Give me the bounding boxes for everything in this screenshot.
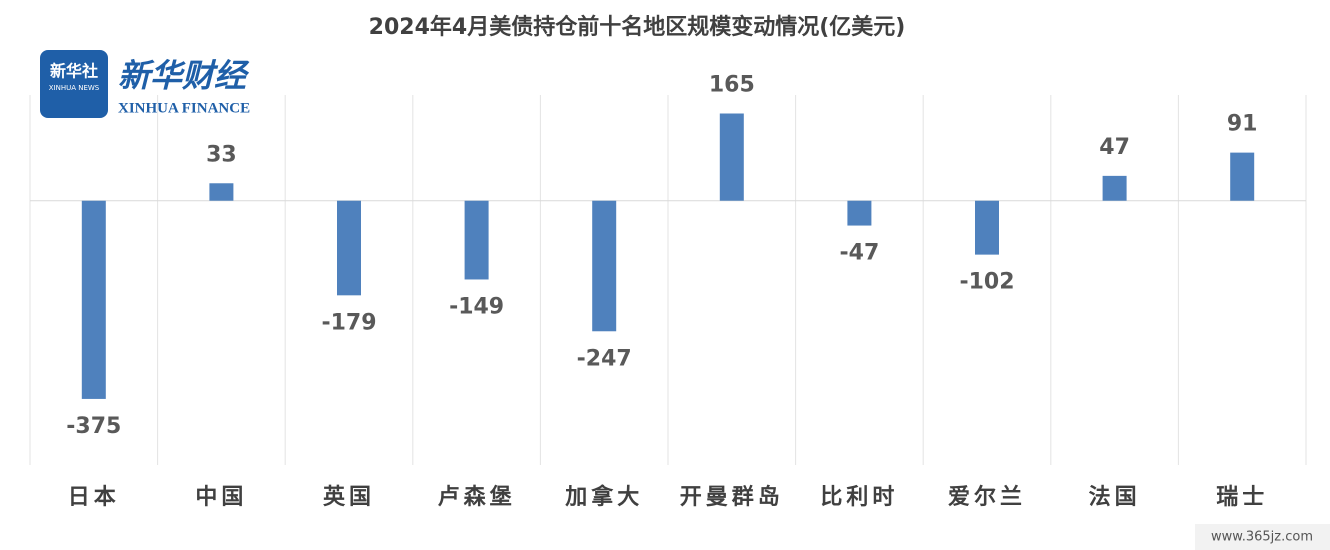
bar xyxy=(81,200,106,399)
data-label: -179 xyxy=(321,310,376,335)
logo-badge xyxy=(40,50,108,118)
logo-badge-sub: XINHUA NEWS xyxy=(49,84,100,92)
x-tick-label: 加拿大 xyxy=(564,484,643,510)
data-label: -47 xyxy=(840,241,880,266)
data-label: -149 xyxy=(449,294,504,319)
x-tick-label: 法国 xyxy=(1089,485,1141,510)
data-label: -102 xyxy=(959,270,1014,295)
x-tick-label: 英国 xyxy=(323,485,375,510)
bar xyxy=(975,200,999,255)
bar xyxy=(719,113,744,201)
x-tick-label: 日本 xyxy=(68,485,120,510)
data-label: -375 xyxy=(66,414,121,439)
bar xyxy=(464,200,489,280)
data-label: 165 xyxy=(709,73,755,98)
x-tick-label: 爱尔兰 xyxy=(948,484,1026,510)
bar xyxy=(1102,175,1127,201)
data-label: 33 xyxy=(206,142,237,167)
data-label: -247 xyxy=(577,346,632,371)
logo-name: 新华财经 xyxy=(118,57,250,95)
logo-badge-text: 新华社 xyxy=(50,62,98,81)
bar xyxy=(847,200,872,226)
logo-name-en: XINHUA FINANCE xyxy=(118,100,250,116)
bar xyxy=(209,183,234,201)
x-tick-label: 比利时 xyxy=(820,485,898,510)
watermark: www.365jz.com xyxy=(1211,530,1313,545)
watermark-bg xyxy=(1195,524,1330,550)
bar xyxy=(592,200,617,332)
x-tick-label: 中国 xyxy=(195,485,247,510)
data-label: 47 xyxy=(1099,135,1130,160)
bar xyxy=(337,200,361,296)
chart-title: 2024年4月美债持仓前十名地区规模变动情况(亿美元) xyxy=(369,14,906,40)
logo: 新华社 XINHUA NEWS 新华财经 XINHUA FINANCE xyxy=(40,50,250,118)
data-label: 91 xyxy=(1227,112,1258,137)
x-tick-label: 卢森堡 xyxy=(438,484,516,510)
bar xyxy=(1230,152,1255,201)
x-tick-label: 瑞士 xyxy=(1216,485,1268,510)
x-tick-label: 开曼群岛 xyxy=(680,484,784,510)
